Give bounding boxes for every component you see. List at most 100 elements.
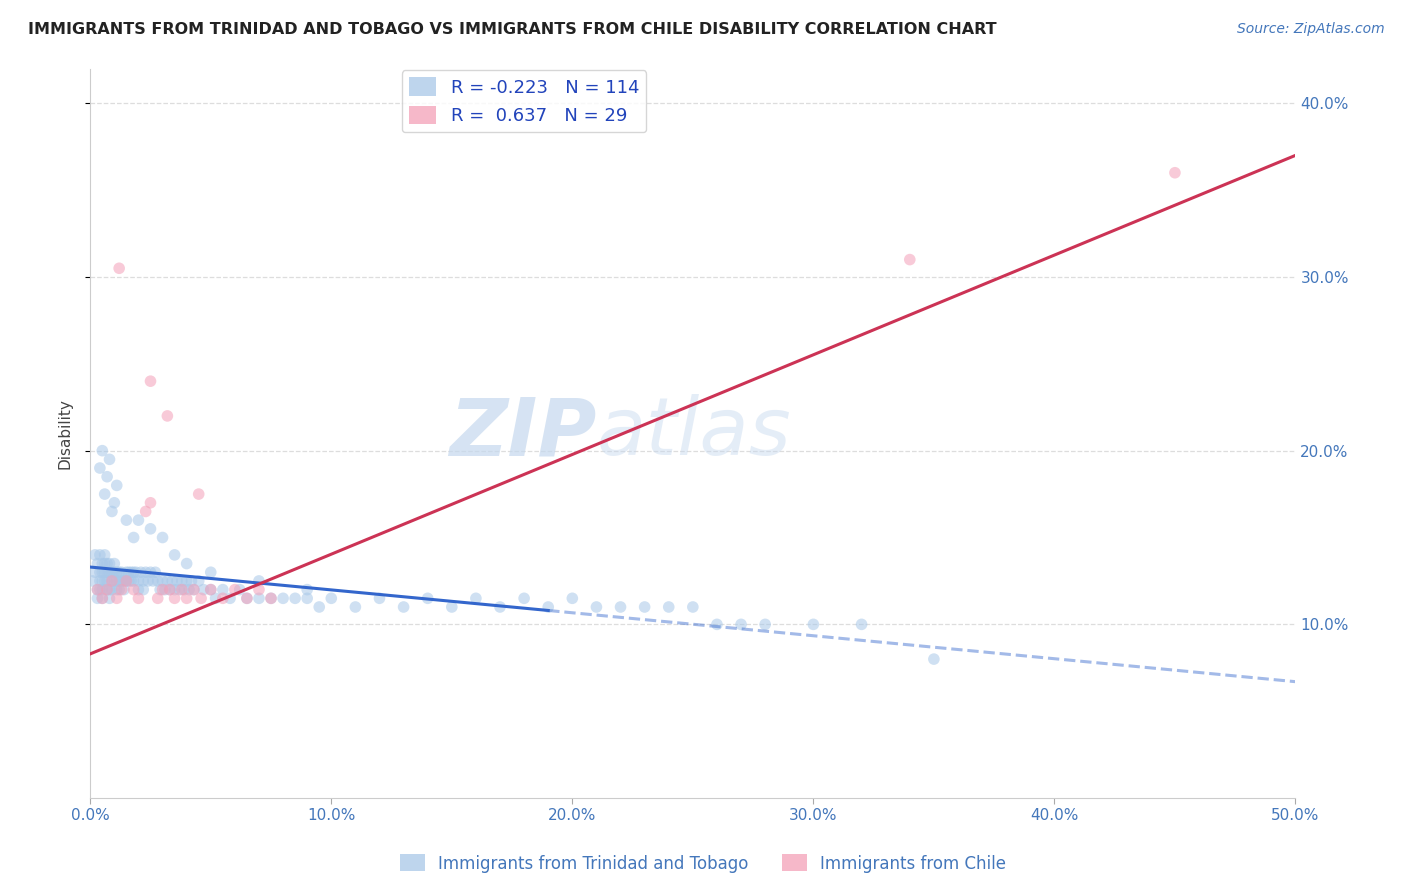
Point	[163, 548, 186, 562]
Point	[93, 548, 115, 562]
Point	[200, 582, 222, 597]
Point	[89, 461, 111, 475]
Point	[682, 599, 704, 614]
Point	[98, 591, 121, 606]
Point	[86, 591, 108, 606]
Text: Source: ZipAtlas.com: Source: ZipAtlas.com	[1237, 22, 1385, 37]
Point	[136, 574, 159, 588]
Text: IMMIGRANTS FROM TRINIDAD AND TOBAGO VS IMMIGRANTS FROM CHILE DISABILITY CORRELAT: IMMIGRANTS FROM TRINIDAD AND TOBAGO VS I…	[28, 22, 997, 37]
Point	[103, 566, 125, 580]
Point	[86, 582, 108, 597]
Point	[754, 617, 776, 632]
Point	[122, 574, 145, 588]
Point	[152, 531, 174, 545]
Point	[187, 487, 209, 501]
Point	[129, 566, 152, 580]
Point	[236, 591, 259, 606]
Point	[321, 591, 343, 606]
Point	[200, 566, 222, 580]
Point	[96, 557, 118, 571]
Point	[98, 557, 121, 571]
Point	[96, 574, 118, 588]
Point	[152, 574, 174, 588]
Point	[108, 574, 131, 588]
Point	[103, 574, 125, 588]
Point	[105, 591, 128, 606]
Point	[163, 591, 186, 606]
Point	[173, 582, 195, 597]
Point	[93, 566, 115, 580]
Point	[156, 409, 179, 423]
Point	[105, 566, 128, 580]
Point	[91, 591, 114, 606]
Point	[159, 582, 181, 597]
Point	[101, 574, 124, 588]
Point	[190, 591, 212, 606]
Point	[236, 591, 259, 606]
Point	[224, 582, 246, 597]
Point	[295, 582, 318, 597]
Point	[115, 513, 138, 527]
Point	[211, 591, 233, 606]
Point	[658, 599, 681, 614]
Point	[89, 582, 111, 597]
Point	[609, 599, 631, 614]
Point	[513, 591, 536, 606]
Point	[160, 574, 183, 588]
Point	[105, 582, 128, 597]
Point	[146, 591, 169, 606]
Point	[142, 574, 165, 588]
Point	[139, 374, 162, 388]
Point	[115, 566, 138, 580]
Point	[110, 582, 132, 597]
Point	[219, 591, 242, 606]
Point	[247, 574, 270, 588]
Point	[170, 582, 193, 597]
Point	[416, 591, 439, 606]
Point	[91, 574, 114, 588]
Point	[98, 452, 121, 467]
Point	[91, 591, 114, 606]
Point	[368, 591, 391, 606]
Point	[166, 574, 188, 588]
Point	[193, 582, 215, 597]
Point	[247, 582, 270, 597]
Point	[146, 574, 169, 588]
Point	[851, 617, 873, 632]
Point	[922, 652, 945, 666]
Point	[183, 582, 205, 597]
Point	[156, 574, 179, 588]
Point	[464, 591, 486, 606]
Point	[91, 557, 114, 571]
Point	[122, 531, 145, 545]
Point	[122, 566, 145, 580]
Point	[101, 582, 124, 597]
Point	[132, 582, 155, 597]
Point	[127, 513, 149, 527]
Point	[149, 582, 172, 597]
Point	[132, 574, 155, 588]
Point	[115, 574, 138, 588]
Legend: R = -0.223   N = 114, R =  0.637   N = 29: R = -0.223 N = 114, R = 0.637 N = 29	[402, 70, 647, 132]
Point	[120, 574, 142, 588]
Point	[159, 582, 181, 597]
Point	[187, 574, 209, 588]
Point	[105, 574, 128, 588]
Point	[84, 566, 107, 580]
Point	[89, 548, 111, 562]
Point	[127, 591, 149, 606]
Point	[153, 582, 176, 597]
Text: atlas: atlas	[596, 394, 792, 472]
Point	[91, 582, 114, 597]
Point	[152, 582, 174, 597]
Point	[98, 566, 121, 580]
Point	[585, 599, 607, 614]
Point	[108, 582, 131, 597]
Point	[308, 599, 330, 614]
Point	[82, 574, 104, 588]
Point	[730, 617, 752, 632]
Point	[98, 582, 121, 597]
Point	[139, 566, 162, 580]
Point	[108, 566, 131, 580]
Point	[86, 582, 108, 597]
